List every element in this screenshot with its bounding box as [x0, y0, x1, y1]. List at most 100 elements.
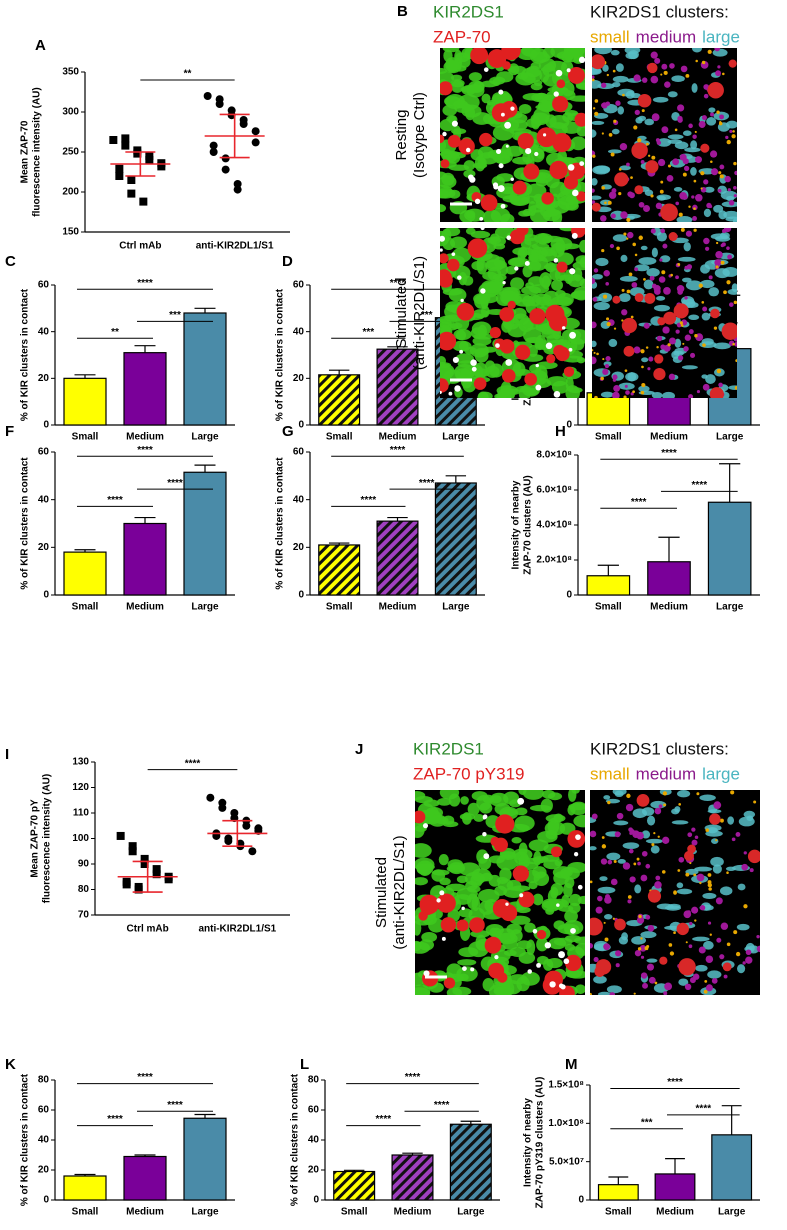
blob — [593, 975, 607, 984]
blob — [457, 973, 469, 982]
blob — [527, 969, 532, 974]
blob — [667, 91, 678, 98]
blob — [479, 217, 484, 221]
bar — [123, 522, 167, 596]
blob — [711, 838, 719, 845]
blob — [749, 868, 754, 873]
blob — [756, 934, 760, 939]
blob — [723, 290, 727, 295]
blob — [736, 923, 750, 931]
blob — [536, 937, 549, 952]
blob — [528, 881, 538, 890]
data-point — [122, 880, 131, 889]
blob — [689, 862, 692, 865]
blob — [692, 216, 697, 221]
blob — [710, 112, 715, 117]
blob — [715, 70, 722, 77]
blob — [438, 854, 449, 866]
blob — [514, 266, 519, 271]
y-tick-label: 0 — [298, 590, 304, 601]
blob — [637, 93, 652, 108]
y-axis-label: fluorescence intensity (AU) — [32, 87, 43, 216]
blob — [489, 792, 509, 807]
panel-letter: B — [397, 3, 408, 20]
data-point — [233, 185, 242, 194]
y-tick-label: 60 — [38, 447, 50, 458]
blob — [440, 171, 447, 180]
blob — [719, 954, 725, 960]
blob — [571, 232, 578, 239]
blob — [645, 346, 649, 349]
blob — [473, 377, 487, 390]
y-tick-label: 40 — [308, 1135, 320, 1146]
x-tick-label: Medium — [379, 602, 417, 613]
bar — [318, 374, 361, 426]
blob — [685, 872, 690, 877]
x-tick-label: Large — [442, 602, 470, 613]
blob — [671, 75, 685, 82]
blob — [550, 846, 562, 858]
blob — [676, 922, 689, 936]
blob — [627, 231, 634, 239]
bar — [597, 1184, 639, 1201]
blob — [510, 177, 514, 181]
blob — [470, 230, 491, 239]
blob — [667, 134, 684, 140]
blob — [484, 936, 502, 954]
blob — [608, 133, 613, 137]
blob — [725, 866, 736, 871]
blob — [562, 243, 580, 250]
blob — [675, 275, 679, 280]
blob — [597, 991, 612, 995]
data-point — [203, 92, 212, 100]
sig-label: **** — [107, 495, 123, 506]
blob — [728, 200, 735, 206]
y-tick-label: 60 — [38, 1105, 50, 1116]
blob — [448, 391, 453, 396]
blob — [661, 126, 669, 134]
blob — [684, 983, 692, 991]
blob — [678, 958, 696, 976]
y-tick-label: 0 — [43, 420, 49, 431]
blob — [663, 803, 667, 807]
blob — [610, 152, 615, 157]
panel-letter: G — [282, 423, 294, 440]
blob — [726, 942, 731, 947]
blob — [613, 384, 621, 392]
blob — [707, 81, 724, 99]
blob — [546, 354, 556, 364]
blob — [663, 991, 668, 995]
y-tick-label: 80 — [308, 1075, 320, 1086]
x-tick-label: anti-KIR2DL1/S1 — [196, 241, 274, 252]
y-axis-label: Intensity of nearby — [523, 1098, 534, 1187]
blob — [648, 976, 656, 984]
blob — [610, 49, 620, 56]
blob — [600, 215, 607, 222]
blob — [530, 209, 551, 222]
blob — [612, 917, 615, 920]
blob — [651, 247, 658, 258]
bar — [434, 482, 477, 596]
sig-label: **** — [390, 445, 406, 456]
blob — [461, 906, 465, 911]
blob — [577, 884, 583, 890]
bar — [63, 551, 107, 596]
blob — [704, 979, 708, 983]
blob — [534, 79, 543, 87]
legend-text: large — [702, 27, 740, 46]
bar — [183, 471, 227, 596]
blob — [601, 186, 605, 190]
blob — [494, 954, 499, 960]
blob — [628, 50, 639, 60]
blob — [735, 951, 741, 957]
blob — [632, 242, 637, 247]
blob — [677, 256, 696, 262]
sig-label: **** — [631, 497, 647, 508]
blob — [605, 894, 611, 900]
blob — [569, 95, 585, 102]
blob — [655, 202, 663, 210]
blob — [478, 900, 495, 915]
blob — [645, 838, 664, 844]
blob — [745, 956, 753, 964]
blob — [663, 344, 671, 352]
